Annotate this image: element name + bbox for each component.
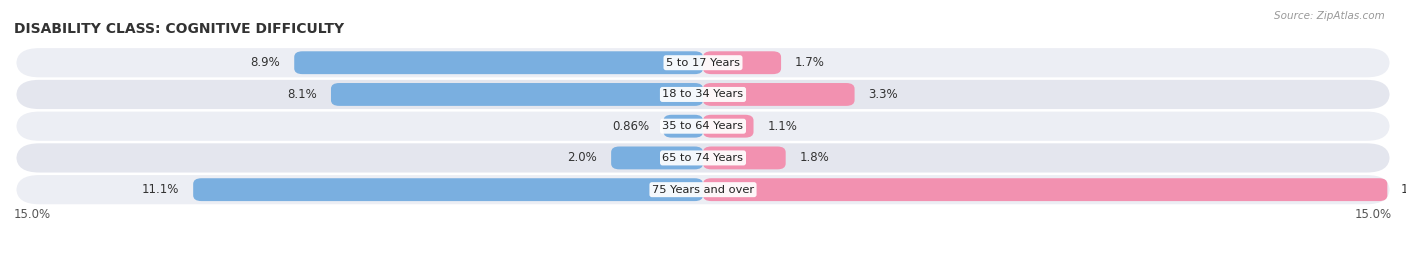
Text: 1.7%: 1.7% <box>794 56 825 69</box>
FancyBboxPatch shape <box>193 178 703 201</box>
FancyBboxPatch shape <box>703 83 855 106</box>
Text: 1.8%: 1.8% <box>800 151 830 164</box>
FancyBboxPatch shape <box>703 178 1388 201</box>
FancyBboxPatch shape <box>330 83 703 106</box>
Text: 5 to 17 Years: 5 to 17 Years <box>666 58 740 68</box>
Text: 3.3%: 3.3% <box>869 88 898 101</box>
Text: 35 to 64 Years: 35 to 64 Years <box>662 121 744 131</box>
FancyBboxPatch shape <box>294 51 703 74</box>
Text: Source: ZipAtlas.com: Source: ZipAtlas.com <box>1274 11 1385 21</box>
Text: 2.0%: 2.0% <box>568 151 598 164</box>
Text: 65 to 74 Years: 65 to 74 Years <box>662 153 744 163</box>
FancyBboxPatch shape <box>664 115 703 138</box>
FancyBboxPatch shape <box>17 112 1389 141</box>
Text: 8.1%: 8.1% <box>287 88 318 101</box>
FancyBboxPatch shape <box>17 175 1389 204</box>
FancyBboxPatch shape <box>703 51 782 74</box>
Text: 11.1%: 11.1% <box>142 183 180 196</box>
FancyBboxPatch shape <box>17 80 1389 109</box>
FancyBboxPatch shape <box>612 147 703 169</box>
FancyBboxPatch shape <box>703 147 786 169</box>
FancyBboxPatch shape <box>703 115 754 138</box>
FancyBboxPatch shape <box>17 48 1389 77</box>
Text: 18 to 34 Years: 18 to 34 Years <box>662 89 744 99</box>
Text: 75 Years and over: 75 Years and over <box>652 185 754 195</box>
FancyBboxPatch shape <box>17 143 1389 173</box>
Text: 15.0%: 15.0% <box>14 208 51 221</box>
Text: 0.86%: 0.86% <box>613 120 650 133</box>
Text: 15.0%: 15.0% <box>1355 208 1392 221</box>
Text: 8.9%: 8.9% <box>250 56 280 69</box>
Text: 14.9%: 14.9% <box>1402 183 1406 196</box>
Text: 1.1%: 1.1% <box>768 120 797 133</box>
Text: DISABILITY CLASS: COGNITIVE DIFFICULTY: DISABILITY CLASS: COGNITIVE DIFFICULTY <box>14 22 344 36</box>
